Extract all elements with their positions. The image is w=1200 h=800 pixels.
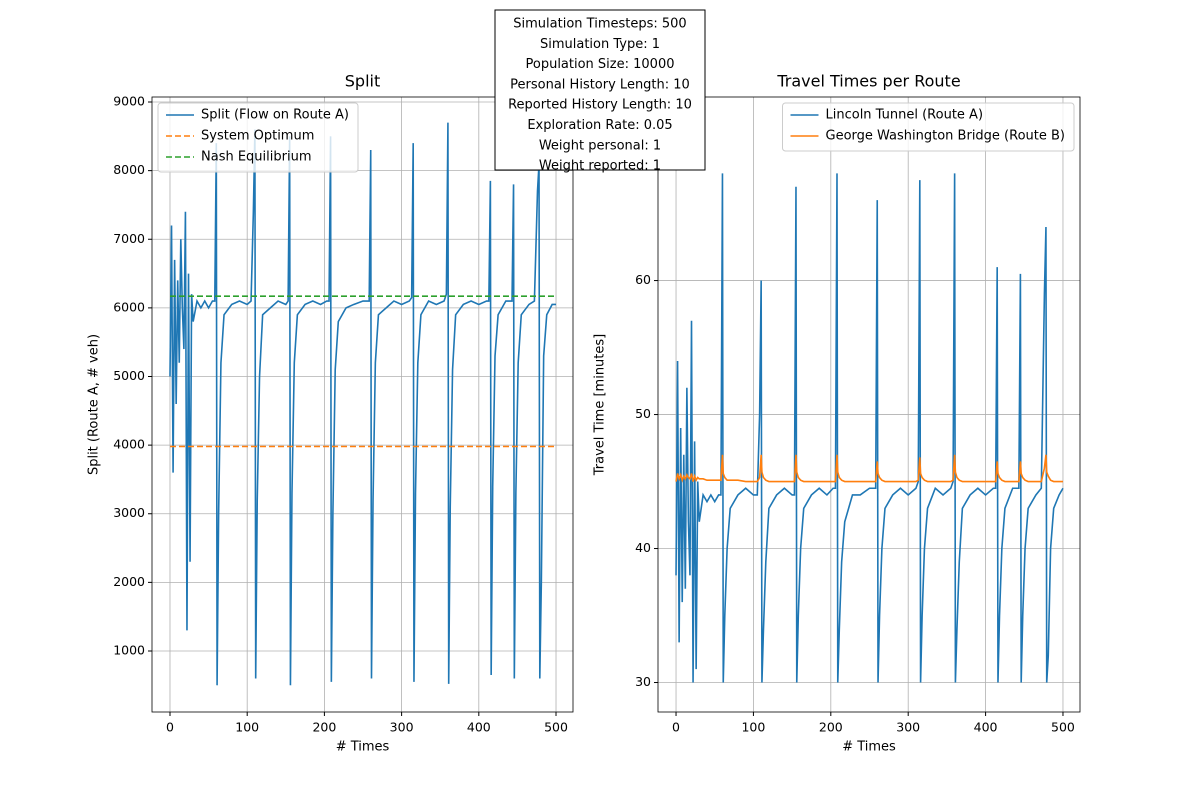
legend: Split (Flow on Route A) System Optimum Nas… [157,102,359,173]
legend-label: System Optimum [201,129,314,144]
axes-frame [657,96,1081,713]
annotation-line: Weight reported: 1 [539,159,661,174]
x-tick-label: 300 [390,720,414,735]
x-tick-label: 0 [672,720,680,735]
chart-title: Split [345,72,380,91]
series-line [169,122,557,686]
x-tick-label: 100 [741,720,765,735]
y-tick-label: 5000 [113,368,145,383]
y-tick-label: 60 [635,272,651,287]
plot-area [169,122,557,686]
legend-label: Nash Equilibrium [201,150,312,165]
y-tick-label: 8000 [113,162,145,177]
series-line [675,454,1063,483]
y-tick-label: 9000 [113,94,145,109]
x-tick-label: 500 [1051,720,1075,735]
x-tick-label: 100 [235,720,259,735]
plot-area [675,173,1064,683]
y-tick-label: 1000 [113,642,145,657]
y-tick-label: 30 [635,674,651,689]
annotation-line: Exploration Rate: 0.05 [527,118,672,133]
x-tick-label: 0 [166,720,174,735]
series-line [675,173,1064,683]
y-tick-label: 7000 [113,231,145,246]
y-axis-label: Split (Route A, # veh) [87,334,102,475]
annotation-line: Personal History Length: 10 [510,77,690,92]
y-tick-label: 3000 [113,505,145,520]
annotation-line: Simulation Timesteps: 500 [513,17,686,32]
legend-label: George Washington Bridge (Route B) [826,129,1066,144]
x-tick-label: 400 [974,720,998,735]
x-tick-label: 200 [819,720,843,735]
annotation: Simulation Timesteps: 500 Simulation Type… [494,9,706,174]
annotation-line: Reported History Length: 10 [508,98,692,113]
axes-frame [151,96,574,713]
legend-label: Split (Flow on Route A) [201,108,349,123]
legend-frame [782,102,1075,152]
chart-title: Travel Times per Route [776,72,960,91]
x-axis-label: # Times [336,740,390,755]
legend-frame [157,102,359,173]
annotation-frame [494,9,706,171]
annotation-line: Population Size: 10000 [526,57,675,72]
y-tick-label: 50 [635,406,651,421]
annotation-line: Simulation Type: 1 [540,37,660,52]
y-axis-label: Travel Time [minutes] [593,334,608,477]
annotation-line: Weight personal: 1 [539,138,661,153]
x-tick-label: 300 [896,720,920,735]
x-axis-label: # Times [842,740,896,755]
legend: Lincoln Tunnel (Route A) George Washingto… [782,102,1075,152]
y-tick-label: 40 [635,540,651,555]
y-tick-label: 4000 [113,437,145,452]
x-tick-label: 400 [467,720,491,735]
x-tick-label: 200 [312,720,336,735]
x-tick-label: 500 [544,720,568,735]
y-tick-label: 2000 [113,574,145,589]
y-tick-label: 6000 [113,299,145,314]
legend-label: Lincoln Tunnel (Route A) [826,108,984,123]
